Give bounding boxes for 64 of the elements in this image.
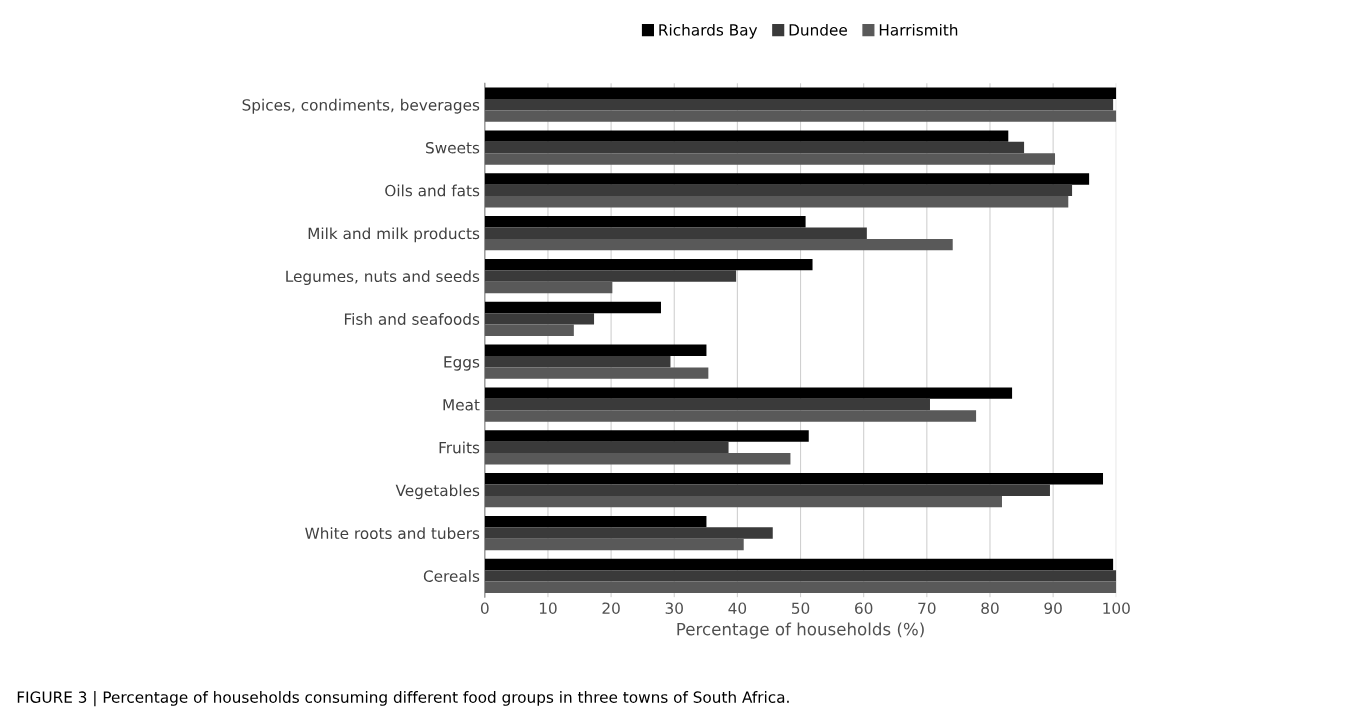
x-tick-label: 30 (665, 602, 683, 614)
y-tick-label: Cereals (423, 570, 480, 582)
bar (484, 87, 1117, 99)
y-tick-label: Spices, condiments, beverages (242, 98, 480, 114)
bar (484, 110, 1117, 122)
y-tick-label: Meat (443, 399, 480, 411)
bar (484, 473, 1104, 485)
bar (484, 313, 595, 325)
bar (484, 130, 1009, 142)
bar (484, 495, 1002, 508)
y-tick-label: White roots and tubers (305, 527, 480, 540)
bar (484, 355, 671, 368)
bar (484, 558, 1114, 571)
x-tick-label: 50 (792, 602, 810, 614)
bar (484, 141, 1025, 154)
bar (484, 410, 977, 422)
x-tick-label: 10 (539, 602, 557, 614)
caption: FIGURE 3 | Percentage of households consuming different food groups in three towns of South Africa. (17, 691, 789, 707)
x-tick-label: 70 (918, 602, 936, 614)
y-tick-label: Oils and fats (385, 184, 480, 197)
bar (484, 367, 709, 379)
bar (484, 173, 1090, 185)
bar (484, 441, 729, 454)
bar (484, 153, 1056, 165)
bar (484, 270, 737, 282)
bar (484, 398, 930, 411)
bar (484, 581, 1117, 594)
bar (484, 570, 1117, 582)
bar (484, 324, 574, 336)
bar (484, 184, 1073, 197)
bar (484, 227, 867, 239)
x-tick-label: 20 (602, 602, 620, 614)
bar (484, 515, 707, 528)
x-tick-label: 0 (480, 602, 489, 614)
x-tick-label: 100 (1103, 602, 1130, 614)
y-tick-label: Sweets (426, 141, 480, 154)
bar (484, 538, 744, 551)
legend-label: Dundee (789, 23, 847, 36)
bar (484, 527, 773, 539)
bar (484, 301, 661, 314)
bar (484, 344, 707, 356)
y-tick-label: Legumes, nuts and seeds (286, 270, 480, 286)
bar (484, 281, 613, 294)
legend-label: Harrismith (879, 23, 958, 36)
y-tick-label: Eggs (444, 356, 480, 371)
x-tick-label: 60 (855, 602, 873, 614)
bar (484, 98, 1114, 111)
y-tick-label: Vegetables (395, 484, 480, 500)
bar (484, 216, 806, 228)
bar (484, 387, 1013, 399)
bar (484, 484, 1050, 496)
bar (484, 430, 809, 442)
x-tick-label: 40 (728, 602, 747, 614)
bar (484, 238, 953, 251)
y-tick-label: Milk and milk products (308, 227, 480, 243)
bar (484, 196, 1069, 208)
legend-label: Richards Bay (659, 23, 758, 39)
x-tick-label: 80 (981, 602, 999, 614)
bar (484, 258, 813, 271)
y-tick-label: Fruits (439, 441, 480, 454)
x-axis-title: Percentage of households (%) (677, 622, 924, 639)
bar (484, 453, 791, 465)
x-tick-label: 90 (1044, 602, 1062, 614)
y-tick-label: Fish and seafoods (344, 313, 480, 325)
